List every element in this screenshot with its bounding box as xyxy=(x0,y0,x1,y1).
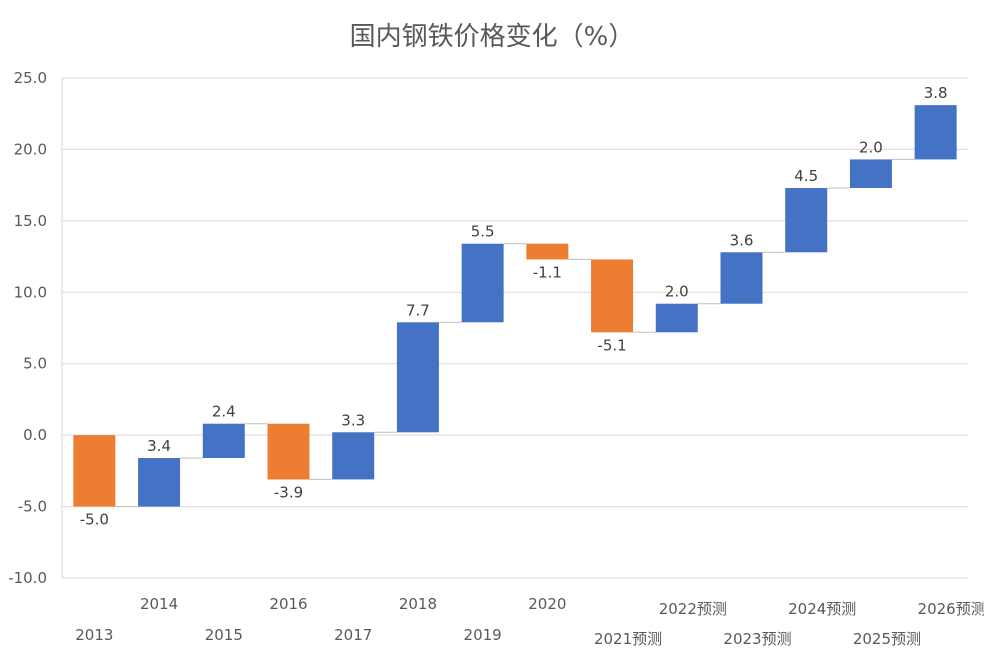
bar xyxy=(849,159,892,188)
x-tick-label: 2025预测 xyxy=(853,630,921,648)
bar xyxy=(526,243,569,260)
bar xyxy=(461,243,504,323)
data-label: 3.6 xyxy=(730,231,754,249)
y-tick-label: 10.0 xyxy=(14,283,47,301)
bar xyxy=(73,435,116,507)
x-tick-label: 2023预测 xyxy=(723,630,791,648)
bar xyxy=(591,259,634,333)
bar xyxy=(655,303,698,333)
data-label: 2.0 xyxy=(859,138,883,156)
y-tick-label: 25.0 xyxy=(14,69,47,87)
x-tick-label: 2021预测 xyxy=(594,630,662,648)
data-label: 3.8 xyxy=(924,84,948,102)
x-tick-label: 2015 xyxy=(205,626,243,644)
data-label: 2.4 xyxy=(212,403,236,421)
data-label: 7.7 xyxy=(406,301,430,319)
data-label: 3.4 xyxy=(147,437,171,455)
x-tick-label: 2022预测 xyxy=(659,600,727,618)
data-label: 2.0 xyxy=(665,283,689,301)
x-tick-label: 2019 xyxy=(464,626,502,644)
data-label: -5.1 xyxy=(597,336,626,354)
bar xyxy=(267,423,310,480)
y-tick-label: 15.0 xyxy=(14,212,47,230)
x-tick-label: 2014 xyxy=(140,595,178,613)
data-label: 5.5 xyxy=(471,223,495,241)
bar xyxy=(914,105,957,160)
x-tick-label: 2013 xyxy=(75,626,113,644)
y-tick-label: 5.0 xyxy=(23,355,47,373)
bar xyxy=(785,188,828,253)
y-tick-label: -5.0 xyxy=(18,498,47,516)
data-label: 4.5 xyxy=(794,167,818,185)
x-tick-label: 2018 xyxy=(399,595,437,613)
y-tick-label: 0.0 xyxy=(23,426,47,444)
x-tick-label: 2017 xyxy=(334,626,372,644)
y-tick-label: -10.0 xyxy=(8,569,47,587)
bar xyxy=(720,252,763,304)
x-tick-label: 2016 xyxy=(269,595,307,613)
x-tick-label: 2024预测 xyxy=(788,600,856,618)
x-tick-label: 2020 xyxy=(528,595,566,613)
chart-title: 国内钢铁价格变化（%） xyxy=(349,22,635,52)
bar xyxy=(396,322,439,433)
y-tick-label: 20.0 xyxy=(14,140,47,158)
data-label: -1.1 xyxy=(533,263,562,281)
x-tick-label: 2026预测 xyxy=(918,600,984,618)
data-label: -5.0 xyxy=(80,511,109,529)
bar xyxy=(138,458,181,507)
data-label: -3.9 xyxy=(274,483,303,501)
bar xyxy=(332,432,375,480)
bar xyxy=(202,423,245,458)
data-label: 3.3 xyxy=(341,411,365,429)
